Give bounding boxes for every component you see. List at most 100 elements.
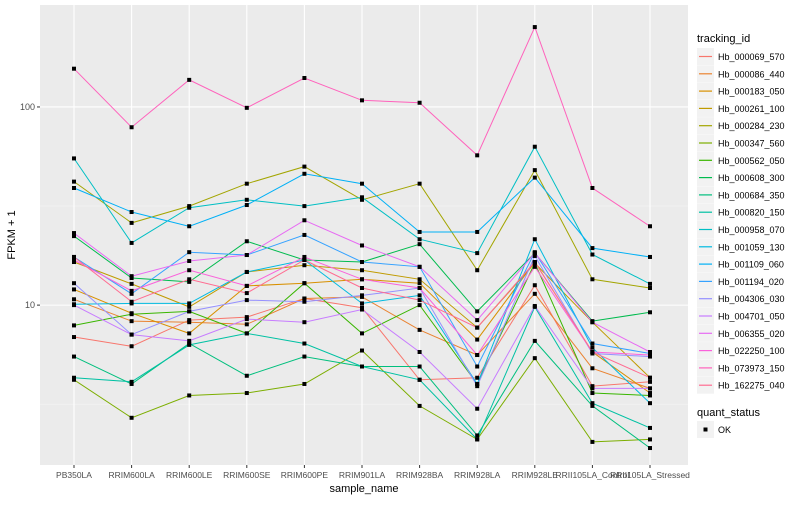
data-point	[648, 375, 652, 380]
x-axis-title: sample_name	[329, 483, 398, 495]
data-point	[360, 331, 364, 336]
legend-label-ok: OK	[718, 425, 731, 435]
legend-label: Hb_000261_100	[718, 104, 785, 114]
legend-label: Hb_162275_040	[718, 381, 785, 391]
data-point	[302, 164, 307, 169]
data-point	[129, 281, 134, 286]
y-tick-label: 100	[20, 102, 35, 112]
data-point	[360, 243, 364, 248]
legend-label: Hb_000608_300	[718, 173, 785, 183]
data-point	[360, 348, 364, 353]
x-tick-label: RRIM600SE	[223, 470, 271, 480]
data-point	[187, 338, 192, 343]
data-point	[244, 253, 249, 258]
data-point	[648, 446, 652, 451]
data-point	[648, 379, 652, 384]
data-point	[129, 299, 134, 304]
data-point	[360, 293, 364, 298]
data-point	[360, 301, 364, 306]
data-point	[648, 310, 652, 315]
data-point	[187, 224, 192, 229]
legend-label: Hb_000958_070	[718, 225, 785, 235]
legend-label: Hb_000284_230	[718, 121, 785, 131]
data-point	[590, 345, 595, 350]
data-point	[475, 251, 480, 256]
data-point	[417, 349, 422, 354]
legend-label: Hb_000347_560	[718, 139, 785, 149]
legend-label: Hb_000183_050	[718, 87, 785, 97]
x-tick-label: RRII105LA_Stressed	[610, 470, 690, 480]
data-point	[590, 252, 595, 257]
data-point	[187, 205, 192, 210]
data-point	[302, 299, 307, 304]
data-point	[590, 246, 595, 251]
x-tick-label: RRIM600LA	[108, 470, 155, 480]
data-point	[244, 331, 249, 336]
data-point	[360, 307, 364, 312]
data-point	[244, 239, 249, 244]
data-point	[417, 100, 422, 105]
legend-key-ok-point	[703, 427, 708, 432]
data-point	[72, 185, 76, 190]
data-point	[532, 283, 537, 288]
data-point	[302, 354, 307, 359]
data-point	[129, 332, 134, 337]
data-point	[475, 375, 480, 380]
data-point	[302, 341, 307, 346]
data-point	[648, 386, 652, 391]
data-point	[129, 125, 134, 130]
data-point	[475, 364, 480, 369]
data-point	[648, 286, 652, 291]
data-point	[417, 377, 422, 382]
data-point	[244, 203, 249, 208]
data-point	[648, 224, 652, 229]
x-tick-label: RRIM928BA	[396, 470, 444, 480]
data-point	[302, 381, 307, 386]
data-point	[648, 425, 652, 430]
data-point	[475, 384, 480, 389]
data-point	[187, 320, 192, 325]
data-point	[417, 364, 422, 369]
data-point	[72, 323, 76, 328]
data-point	[590, 349, 595, 354]
data-point	[360, 197, 364, 202]
data-point	[532, 264, 537, 269]
data-point	[532, 303, 537, 308]
data-point	[475, 381, 480, 386]
data-point	[72, 66, 76, 71]
x-tick-label: PB350LA	[56, 470, 92, 480]
data-point	[72, 260, 76, 265]
data-point	[129, 274, 134, 279]
data-point	[590, 386, 595, 391]
data-point	[590, 320, 595, 325]
data-point	[129, 210, 134, 215]
data-point	[72, 335, 76, 340]
data-point	[360, 195, 364, 200]
data-points	[72, 25, 652, 451]
data-point	[244, 322, 249, 327]
data-point	[360, 98, 364, 103]
data-point	[475, 229, 480, 234]
legend-title-quant-status: quant_status	[697, 407, 760, 419]
data-point	[129, 415, 134, 420]
data-point	[475, 337, 480, 342]
data-point	[532, 291, 537, 296]
data-point	[302, 232, 307, 237]
data-point	[475, 325, 480, 330]
data-point	[417, 293, 422, 298]
data-point	[417, 181, 422, 186]
legend-label: Hb_073973_150	[718, 363, 785, 373]
legend-label: Hb_004701_050	[718, 312, 785, 322]
legend-label: Hb_000820_150	[718, 208, 785, 218]
legend-label: Hb_000562_050	[718, 156, 785, 166]
data-point	[187, 342, 192, 347]
data-point	[187, 301, 192, 306]
data-point	[244, 291, 249, 296]
legend-label: Hb_001109_060	[718, 260, 784, 270]
data-point	[244, 197, 249, 202]
data-point	[475, 437, 480, 442]
data-point	[417, 229, 422, 234]
data-point	[302, 171, 307, 176]
data-point	[417, 281, 422, 286]
